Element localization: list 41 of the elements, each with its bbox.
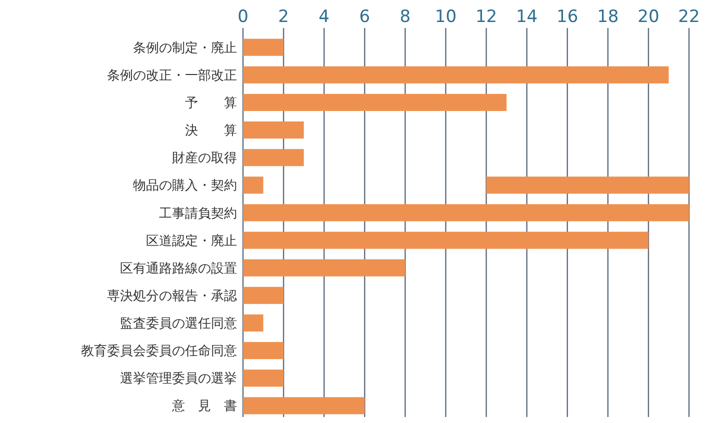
x-tick-label: 14 xyxy=(516,7,538,27)
bar xyxy=(243,342,284,360)
x-tick-label: 18 xyxy=(597,7,619,27)
y-tick-label: 物品の購入・契約 xyxy=(133,178,237,194)
y-tick-label: 財産の取得 xyxy=(172,150,237,166)
y-tick-label: 監査委員の選任同意 xyxy=(120,316,237,332)
bar xyxy=(243,314,264,332)
x-tick-label: 16 xyxy=(556,7,578,27)
y-tick-label: 決 算 xyxy=(185,124,237,139)
y-tick-label: 条例の改正・一部改正 xyxy=(107,68,237,84)
x-tick-label: 12 xyxy=(475,7,498,27)
y-tick-label: 教育委員会委員の任命同意 xyxy=(81,343,237,360)
bar xyxy=(243,397,365,414)
y-tick-label: 条例の制定・廃止 xyxy=(133,40,237,56)
bar xyxy=(243,176,264,194)
y-tick-label: 意 見 書 xyxy=(171,399,237,414)
x-tick-label: 22 xyxy=(678,7,700,27)
y-tick-label: 工事請負契約 xyxy=(159,206,237,222)
bar xyxy=(243,259,406,276)
bar xyxy=(243,94,507,111)
x-tick-label: 10 xyxy=(434,7,457,27)
x-tick-label: 6 xyxy=(359,7,370,27)
bar xyxy=(243,286,284,304)
x-tick-label: 2 xyxy=(278,7,289,27)
bar xyxy=(243,38,284,56)
bar xyxy=(243,121,304,139)
y-tick-label: 区道認定・廃止 xyxy=(146,234,237,249)
bar xyxy=(243,232,648,249)
bar xyxy=(486,176,689,194)
y-tick-label: 選挙管理委員の選挙 xyxy=(120,372,237,387)
bar xyxy=(243,204,689,222)
bar xyxy=(243,149,304,166)
y-tick-label: 予 算 xyxy=(185,96,237,111)
bar xyxy=(243,370,284,387)
y-tick-label: 区有通路路線の設置 xyxy=(120,261,237,276)
x-tick-label: 20 xyxy=(638,7,660,27)
x-tick-label: 4 xyxy=(318,7,330,27)
x-tick-label: 0 xyxy=(238,7,248,27)
x-tick-label: 8 xyxy=(400,7,411,27)
y-tick-label: 専決処分の報告・承認 xyxy=(107,288,237,304)
bar xyxy=(243,66,669,84)
